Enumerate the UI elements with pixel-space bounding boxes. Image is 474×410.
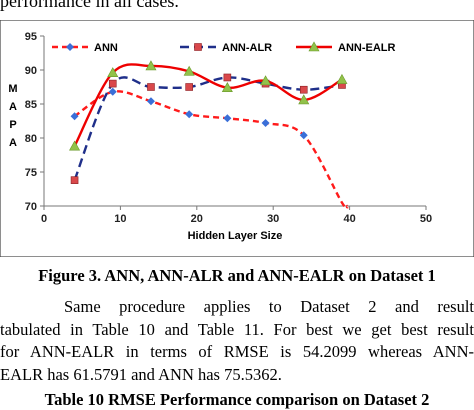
chart-border	[0, 20, 474, 257]
table-title-fragment: Table 10 RMSE Performance comparison on …	[44, 390, 430, 409]
data-point	[221, 82, 233, 92]
y-tick-label: 75	[25, 167, 37, 179]
legend-marker	[308, 41, 320, 52]
data-point	[299, 85, 308, 94]
legend-marker	[194, 43, 202, 51]
data-point	[223, 114, 232, 123]
y-axis-label-letter: A	[9, 101, 17, 113]
body-paragraph: Same procedure applies to Dataset 2 and …	[0, 296, 474, 386]
series-ann	[70, 87, 349, 210]
x-tick-label: 0	[41, 213, 47, 225]
data-point	[336, 73, 348, 84]
data-point	[70, 176, 79, 184]
y-tick-label: 90	[25, 65, 37, 77]
x-tick-label: 10	[114, 213, 126, 225]
legend-label: ANN	[94, 42, 118, 54]
data-point	[145, 60, 157, 71]
figure-caption: Figure 3. ANN, ANN-ALR and ANN-EALR on D…	[38, 266, 436, 285]
data-point	[185, 83, 193, 91]
paragraph-line: for ANN-EALR in terms of RMSE is 54.2099…	[0, 342, 474, 361]
y-axis-label-letter: P	[9, 119, 16, 131]
y-tick-label: 80	[25, 133, 37, 145]
y-tick-label: 85	[25, 99, 37, 111]
data-point	[146, 97, 155, 106]
data-point	[70, 112, 79, 121]
data-point	[223, 73, 232, 82]
legend-item: ANN-EALR	[296, 41, 395, 54]
y-axis-label-letter: M	[8, 83, 17, 95]
data-point	[69, 140, 81, 151]
series-ann-ealr	[69, 60, 348, 151]
data-point	[185, 110, 194, 119]
data-point	[183, 65, 195, 76]
y-axis-label-letter: A	[9, 137, 17, 149]
data-point	[299, 131, 308, 140]
data-point	[108, 79, 117, 88]
legend-label: ANN-EALR	[338, 42, 395, 54]
x-tick-label: 30	[267, 213, 279, 225]
legend-marker	[66, 43, 74, 51]
top-text-fragment: performance in all cases.	[0, 0, 179, 11]
data-point	[107, 67, 119, 78]
paragraph-line: tabulated in Table 10 and Table 11. For …	[0, 319, 474, 339]
data-point	[260, 75, 272, 86]
paragraph-line: Same procedure applies to Dataset 2 and …	[64, 297, 474, 316]
chart-axes: 70 75 80 85 90 95 0 10 20 30 40 50	[25, 31, 432, 225]
data-point	[147, 83, 155, 91]
x-axis-label: Hidden Layer Size	[188, 230, 283, 242]
data-point	[261, 119, 270, 128]
x-tick-label: 20	[191, 213, 203, 225]
chart-legend: ANN ANN-ALR ANN-EALR	[52, 41, 395, 54]
legend-item: ANN	[52, 42, 118, 54]
y-tick-label: 70	[25, 201, 37, 213]
data-point	[108, 87, 117, 96]
legend-label: ANN-ALR	[222, 42, 272, 54]
x-tick-label: 40	[343, 213, 355, 225]
y-tick-label: 95	[25, 31, 37, 43]
paragraph-line: EALR has 61.5791 and ANN has 75.5362.	[0, 364, 282, 384]
series-layer	[69, 60, 349, 210]
data-point	[298, 94, 310, 105]
x-tick-label: 50	[420, 213, 432, 225]
legend-item: ANN-ALR	[180, 42, 272, 54]
